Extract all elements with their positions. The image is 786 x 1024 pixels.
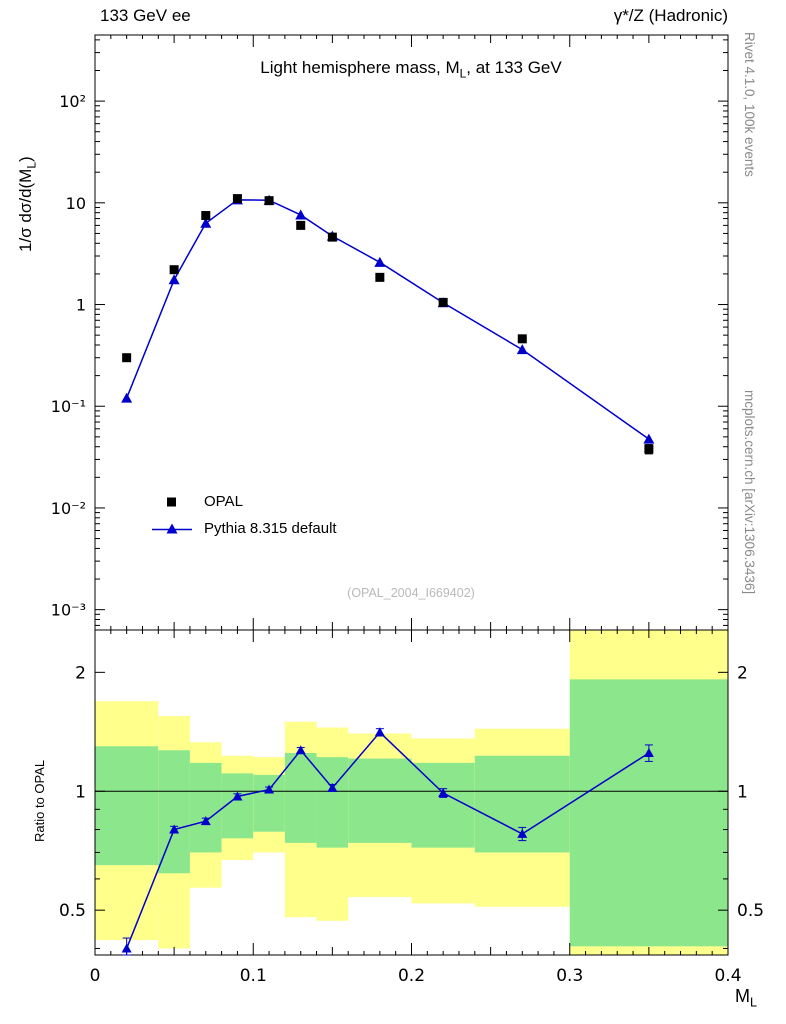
plot-title-text: Light hemisphere mass, M — [260, 58, 460, 77]
svg-text:0.3: 0.3 — [556, 966, 583, 986]
legend-label-opal: OPAL — [204, 493, 243, 510]
rivet-version-label: Rivet 4.1.0, 100k events — [742, 32, 757, 177]
pythia-ratio-series — [121, 727, 654, 956]
x-axis-label-text: M — [735, 986, 750, 1006]
svg-text:1: 1 — [737, 782, 748, 802]
x-axis-label-subscript: L — [750, 995, 758, 1010]
main-y-axis-label-suffix: ) — [16, 156, 35, 163]
svg-text:1: 1 — [76, 296, 86, 315]
svg-text:10²: 10² — [59, 92, 86, 111]
analysis-id-watermark: (OPAL_2004_I669402) — [347, 586, 475, 600]
svg-text:10: 10 — [66, 194, 86, 213]
opal-data-points — [122, 194, 654, 455]
tick-labels: 10² 10 1 10⁻¹ 10⁻² 10⁻³ 0 0.1 0.2 0.3 0.4 2 2 1 1 0.5 0.… — [51, 92, 764, 986]
plot-title: Light hemisphere mass, ML, at 133 GeV — [260, 58, 561, 80]
pythia-main-series — [121, 194, 655, 444]
process-label: γ*/Z (Hadronic) — [613, 6, 728, 25]
x-axis-label: ML — [735, 986, 757, 1010]
svg-text:2: 2 — [75, 663, 86, 683]
legend-item-opal: OPAL — [148, 488, 337, 515]
legend: OPAL Pythia 8.315 default — [148, 488, 337, 542]
svg-text:10⁻³: 10⁻³ — [51, 601, 86, 620]
main-y-axis-label: 1/σ dσ/d(ML) — [16, 156, 38, 252]
svg-text:0.1: 0.1 — [240, 966, 267, 986]
ratio-uncertainty-bands — [95, 630, 728, 955]
svg-text:0.4: 0.4 — [714, 966, 741, 986]
opal-square-icon — [148, 495, 196, 509]
axes-frame-and-ticks — [94, 34, 729, 956]
beam-energy-label: 133 GeV ee — [100, 6, 191, 25]
svg-text:10⁻²: 10⁻² — [51, 499, 86, 518]
svg-text:10⁻¹: 10⁻¹ — [51, 397, 86, 416]
mcplots-reference-label: mcplots.cern.ch [arXiv:1306.3436] — [742, 390, 757, 595]
svg-text:0.5: 0.5 — [59, 901, 86, 921]
pythia-triangle-line-icon — [148, 522, 196, 536]
svg-text:2: 2 — [737, 663, 748, 683]
svg-text:1: 1 — [75, 782, 86, 802]
ratio-y-axis-label: Ratio to OPAL — [32, 759, 47, 842]
svg-text:0: 0 — [90, 966, 101, 986]
main-y-axis-label-subscript: L — [24, 162, 39, 169]
main-y-axis-label-text: 1/σ dσ/d(M — [16, 168, 35, 252]
plot-title-suffix: , at 133 GeV — [466, 58, 562, 77]
svg-text:0.2: 0.2 — [398, 966, 425, 986]
legend-item-pythia: Pythia 8.315 default — [148, 515, 337, 542]
svg-text:0.5: 0.5 — [737, 901, 764, 921]
legend-label-pythia: Pythia 8.315 default — [204, 520, 337, 537]
plot-title-subscript: L — [459, 66, 467, 81]
